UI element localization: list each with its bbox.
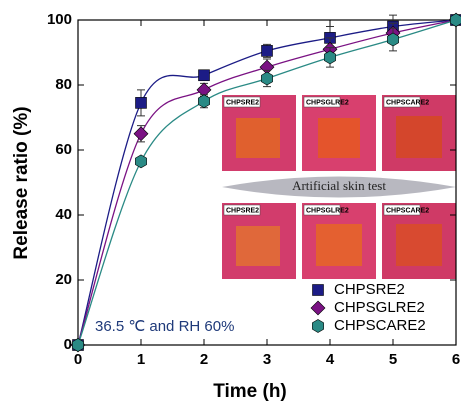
legend-marker (310, 300, 326, 316)
inset-label-box (303, 96, 341, 108)
data-point (261, 71, 273, 86)
data-point (387, 32, 399, 47)
legend-marker (312, 284, 324, 296)
x-axis-label: Time (h) (213, 381, 287, 402)
data-point (324, 50, 336, 65)
y-tick-label: 80 (55, 76, 72, 93)
inset-label-box (223, 96, 261, 108)
inset-label: CHPSRE2 (226, 99, 259, 106)
photo-sample (236, 118, 280, 158)
data-point (135, 154, 147, 169)
inset-label: CHPSCARE2 (386, 99, 429, 106)
y-tick-label: 60 (55, 141, 72, 158)
inset-label-box (383, 96, 421, 108)
legend-marker (312, 319, 324, 333)
legend-label: CHPSRE2 (334, 281, 405, 298)
data-point (450, 13, 461, 27)
inset-label: CHPSRE2 (226, 207, 259, 214)
legend-label: CHPSCARE2 (334, 317, 426, 334)
inset-label-box (303, 204, 341, 216)
data-point (135, 97, 147, 109)
inset-label: CHPSGLRE2 (306, 99, 349, 106)
y-tick-label: 40 (55, 206, 72, 223)
x-tick-label: 3 (263, 351, 271, 368)
photo-sample (396, 224, 442, 266)
banner-text: Artificial skin test (292, 178, 386, 193)
x-tick-label: 4 (326, 351, 335, 368)
data-point (72, 338, 84, 352)
data-point (198, 69, 210, 82)
legend-label: CHPSGLRE2 (334, 299, 425, 316)
x-tick-label: 0 (74, 351, 82, 368)
x-tick-label: 5 (389, 351, 397, 368)
banner (222, 176, 456, 198)
y-tick-label: 100 (47, 11, 72, 28)
y-tick-label: 0 (64, 336, 72, 353)
inset-label: CHPSGLRE2 (306, 207, 349, 214)
x-tick-label: 1 (137, 351, 145, 368)
fit-curve (77, 19, 457, 346)
y-tick-label: 20 (55, 271, 72, 288)
inset-label-box (383, 204, 421, 216)
photo-sample (236, 226, 280, 266)
inset-label: CHPSCARE2 (386, 207, 429, 214)
x-tick-label: 2 (200, 351, 208, 368)
x-tick-label: 6 (452, 351, 460, 368)
y-axis-label: Release ratio (%) (11, 106, 32, 259)
photo-sample (316, 224, 362, 266)
data-point (261, 45, 273, 57)
data-point (133, 126, 149, 142)
photo-sample (396, 116, 442, 158)
data-point (198, 94, 210, 109)
condition-note: 36.5 ℃ and RH 60% (95, 318, 234, 335)
photo-sample (318, 118, 360, 158)
inset-label-box (223, 204, 261, 216)
